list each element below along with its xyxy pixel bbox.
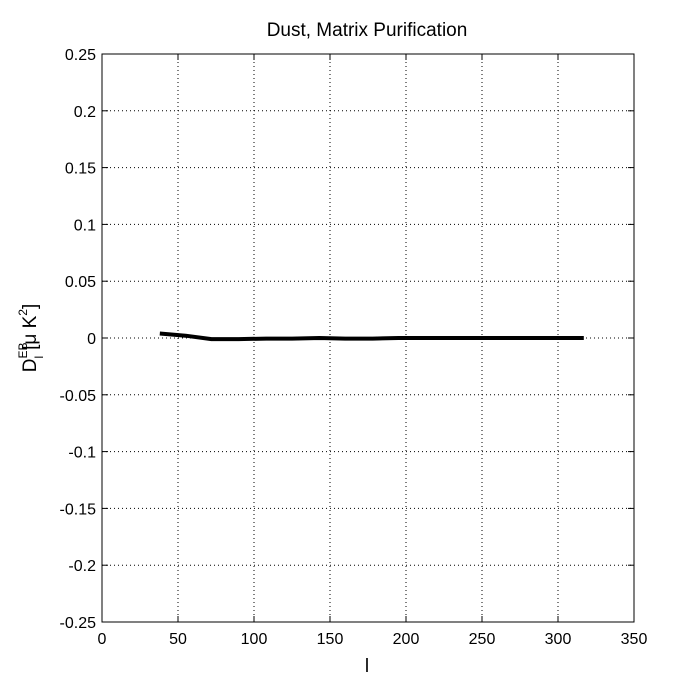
x-tick-label: 100	[241, 631, 268, 648]
x-tick-label: 50	[169, 631, 187, 648]
x-tick-label: 200	[393, 631, 420, 648]
y-tick-label: -0.1	[68, 445, 96, 462]
y-axis-label-sup: EB	[16, 343, 30, 359]
x-tick-label: 250	[469, 631, 496, 648]
y-axis-label-units-prefix: [μ K	[20, 315, 41, 350]
y-axis-label-units-sup: 2	[16, 309, 30, 316]
y-tick-label: -0.2	[68, 558, 96, 575]
x-tick-label: 300	[545, 631, 572, 648]
ticks	[101, 53, 635, 623]
y-tick-label: -0.05	[60, 388, 97, 405]
series-line	[159, 331, 584, 342]
tick-labels: 0 50 100 150 200 250 300 350 0.25 0.2 0.15 0.1 0.05 0…	[60, 47, 648, 648]
y-axis-label: DEB l [μ K2]	[16, 304, 46, 373]
y-tick-label: 0.2	[74, 104, 96, 121]
y-axis-label-base: D	[20, 359, 41, 373]
x-tick-label: 350	[621, 631, 648, 648]
y-axis-label-sub: l	[32, 356, 46, 359]
y-tick-label: 0	[87, 331, 96, 348]
y-tick-label: 0.05	[65, 274, 96, 291]
y-tick-label: 0.1	[74, 217, 96, 234]
chart-title: Dust, Matrix Purification	[267, 20, 468, 41]
y-tick-label: 0.15	[65, 161, 96, 178]
y-tick-label: 0.25	[65, 47, 96, 64]
x-tick-label: 0	[98, 631, 107, 648]
x-tick-label: 150	[317, 631, 344, 648]
y-tick-label: -0.15	[60, 501, 97, 518]
series-layer	[159, 331, 584, 342]
x-axis-label: l	[365, 656, 369, 677]
y-axis-label-units-suffix: ]	[20, 304, 41, 309]
y-tick-label: -0.25	[60, 615, 97, 632]
